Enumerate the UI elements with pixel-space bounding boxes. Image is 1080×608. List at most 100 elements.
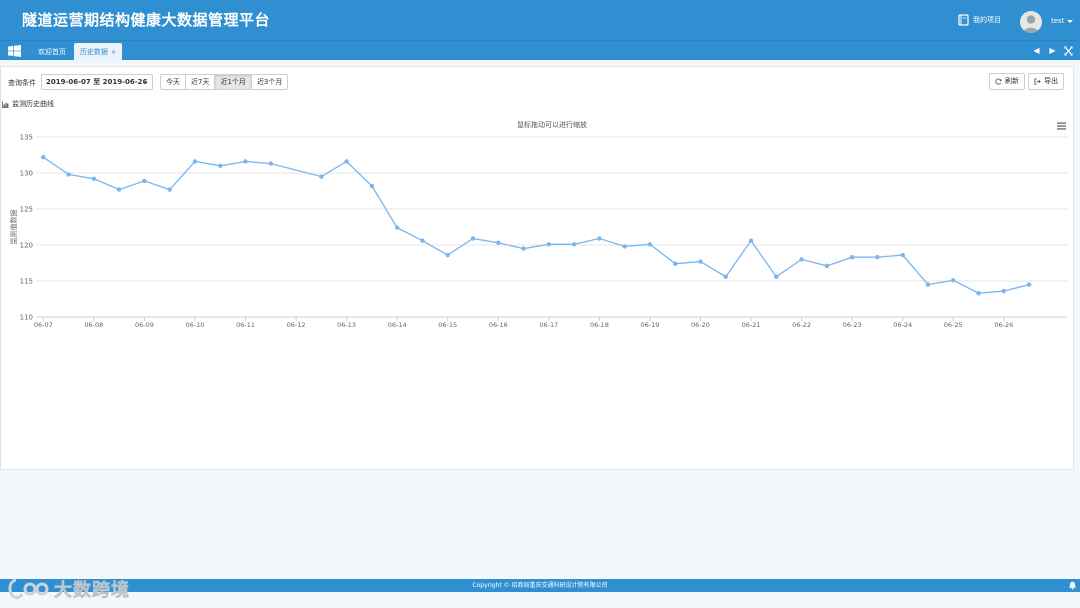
my-project-link[interactable]: 我的项目: [958, 14, 1001, 26]
y-tick-label: 110: [20, 314, 33, 322]
chevron-down-icon: [143, 81, 147, 84]
footer-copyright: Copyright © 招商局重庆交通科研设计院有限公司: [472, 582, 608, 589]
user-name[interactable]: test: [1051, 17, 1065, 25]
top-header: 隧道运营期结构健康大数据管理平台 我的项目 test: [0, 0, 1080, 40]
data-point: [900, 252, 905, 258]
avatar[interactable]: [1020, 11, 1042, 33]
data-point: [344, 159, 349, 164]
bell-icon[interactable]: [1068, 581, 1077, 590]
data-point: [673, 261, 678, 266]
chevron-down-icon[interactable]: [1067, 20, 1073, 23]
range-button-group: 今天 近7天 近1个月 近3个月: [160, 74, 289, 90]
data-point: [850, 255, 855, 260]
range-button-1month[interactable]: 近1个月: [214, 74, 252, 90]
data-point: [319, 174, 324, 179]
x-tick-label: 06-18: [590, 321, 609, 329]
x-tick-label: 06-23: [843, 321, 862, 329]
data-point: [723, 274, 728, 279]
x-tick-label: 06-22: [792, 321, 811, 329]
data-point: [369, 183, 375, 189]
refresh-label: 刷新: [1005, 77, 1019, 85]
chart-menu-icon[interactable]: [1057, 122, 1066, 130]
chart-title: 鼠标拖动可以进行缩放: [517, 120, 587, 129]
data-point: [748, 238, 754, 243]
data-point: [774, 274, 779, 279]
app-title: 隧道运营期结构健康大数据管理平台: [22, 11, 271, 29]
data-point: [395, 225, 400, 230]
x-tick-label: 06-07: [34, 321, 53, 329]
data-point: [1026, 282, 1032, 287]
data-point: [91, 176, 97, 181]
data-point: [66, 172, 71, 177]
x-tick-label: 06-11: [236, 321, 255, 329]
x-tick-label: 06-12: [287, 321, 306, 329]
data-point: [243, 159, 248, 164]
fullscreen-icon[interactable]: [1064, 46, 1073, 56]
data-point: [142, 178, 147, 184]
data-point: [976, 291, 981, 296]
x-tick-label: 06-09: [135, 321, 154, 329]
x-tick-label: 06-17: [539, 321, 558, 329]
x-tick-label: 06-15: [438, 321, 457, 329]
backward-icon[interactable]: ◀: [1033, 46, 1040, 55]
tab-bar: 欢迎首页 历史数据 × ◀ ▶: [0, 40, 1080, 61]
date-range-value: 2019-06-07 至 2019-06-26: [46, 78, 148, 86]
range-button-3months[interactable]: 近3个月: [250, 74, 289, 90]
bar-chart-icon: [2, 100, 9, 108]
data-point: [925, 282, 931, 287]
x-tick-label: 06-21: [742, 321, 761, 329]
tab-history[interactable]: 历史数据 ×: [74, 43, 123, 61]
tab-welcome[interactable]: 欢迎首页: [32, 43, 72, 61]
data-point: [546, 242, 551, 247]
export-button[interactable]: 导出: [1028, 73, 1064, 90]
y-tick-label: 120: [20, 242, 33, 250]
refresh-icon: [995, 78, 1002, 85]
x-tick-label: 06-24: [893, 321, 912, 329]
data-point: [218, 163, 223, 168]
range-button-today[interactable]: 今天: [160, 74, 186, 90]
x-tick-label: 06-08: [84, 321, 103, 329]
section-title-label: 监测历史曲线: [12, 100, 54, 108]
y-tick-label: 135: [20, 134, 33, 142]
data-point: [571, 242, 577, 247]
data-point: [799, 257, 804, 262]
range-button-7days[interactable]: 近7天: [185, 74, 216, 90]
x-tick-label: 06-25: [944, 321, 963, 329]
y-axis-label: 监测值数据: [9, 210, 18, 245]
data-point: [951, 278, 956, 283]
y-tick-label: 130: [20, 170, 33, 178]
data-point: [496, 240, 501, 245]
refresh-button[interactable]: 刷新: [989, 73, 1025, 90]
x-tick-label: 06-16: [489, 321, 508, 329]
close-icon[interactable]: ×: [111, 49, 117, 56]
x-tick-label: 06-20: [691, 321, 710, 329]
x-tick-label: 06-13: [337, 321, 356, 329]
data-point: [875, 255, 880, 260]
data-point: [824, 263, 830, 269]
forward-icon[interactable]: ▶: [1049, 46, 1056, 55]
date-range-select[interactable]: 2019-06-07 至 2019-06-26: [41, 74, 153, 90]
data-point: [420, 238, 425, 243]
tab-history-label: 历史数据: [80, 48, 108, 56]
y-tick-label: 125: [20, 206, 33, 214]
tab-welcome-label: 欢迎首页: [38, 48, 66, 56]
export-label: 导出: [1044, 77, 1058, 85]
x-tick-label: 06-19: [640, 321, 659, 329]
y-tick-label: 115: [20, 278, 33, 286]
data-point: [41, 155, 46, 160]
data-point: [698, 259, 703, 264]
windows-icon[interactable]: [8, 45, 21, 57]
watermark: 大数跨境: [6, 574, 130, 604]
data-point: [268, 161, 273, 166]
data-point: [622, 244, 627, 249]
watermark-logo-icon: [8, 578, 49, 599]
x-tick-label: 06-26: [994, 321, 1013, 329]
query-label: 查询条件: [8, 79, 36, 87]
series-line: [42, 156, 1030, 294]
content-panel: [0, 66, 1074, 470]
export-icon: [1034, 78, 1041, 85]
data-point: [470, 236, 476, 241]
x-tick-label: 06-14: [388, 321, 407, 329]
footer: Copyright © 招商局重庆交通科研设计院有限公司: [0, 579, 1080, 592]
